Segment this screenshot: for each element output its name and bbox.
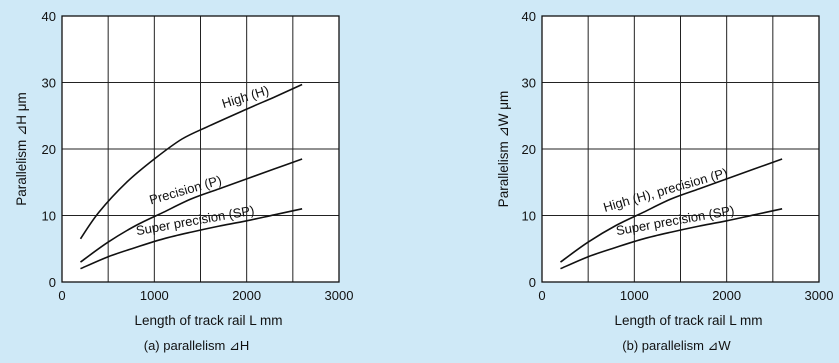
y-tick-label: 10 [42, 209, 56, 224]
x-axis-title: Length of track rail L mm [134, 313, 282, 328]
x-axis-title: Length of track rail L mm [614, 313, 762, 328]
series-line [79, 83, 303, 240]
y-tick-label: 40 [42, 9, 56, 24]
y-tick-label: 30 [42, 76, 56, 91]
series-line [80, 208, 303, 270]
y-tick-label: 40 [522, 9, 536, 24]
x-tick-label: 3000 [805, 288, 834, 303]
y-tick-label: 10 [522, 209, 536, 224]
panel-caption: (b) parallelism ⊿W [622, 338, 731, 353]
y-tick-label: 20 [42, 142, 56, 157]
y-tick-label: 20 [522, 142, 536, 157]
chart-panel-a: 0 1000 2000 3000 0 10 20 30 40 Length of track ra… [14, 9, 353, 353]
y-tick-label: 0 [529, 275, 536, 290]
x-tick-label: 2000 [232, 288, 261, 303]
x-tick-label: 1000 [620, 288, 649, 303]
plot-frame [61, 15, 340, 283]
x-tick-label: 3000 [325, 288, 354, 303]
y-tick-label: 0 [49, 275, 56, 290]
series-line [560, 208, 783, 270]
y-axis-title: Parallelism ⊿W μm [496, 91, 511, 208]
series-line [80, 158, 303, 263]
x-tick-label: 2000 [712, 288, 741, 303]
x-tick-label: 0 [58, 288, 65, 303]
chart-panel-b: 0 1000 2000 3000 0 10 20 30 40 Length of track ra… [496, 9, 833, 353]
x-tick-label: 0 [538, 288, 545, 303]
y-tick-label: 30 [522, 76, 536, 91]
y-axis-title: Parallelism ⊿H μm [14, 92, 29, 206]
plot-frame [541, 15, 820, 283]
panel-caption: (a) parallelism ⊿H [144, 338, 250, 353]
series-line [560, 158, 783, 263]
x-tick-label: 1000 [140, 288, 169, 303]
